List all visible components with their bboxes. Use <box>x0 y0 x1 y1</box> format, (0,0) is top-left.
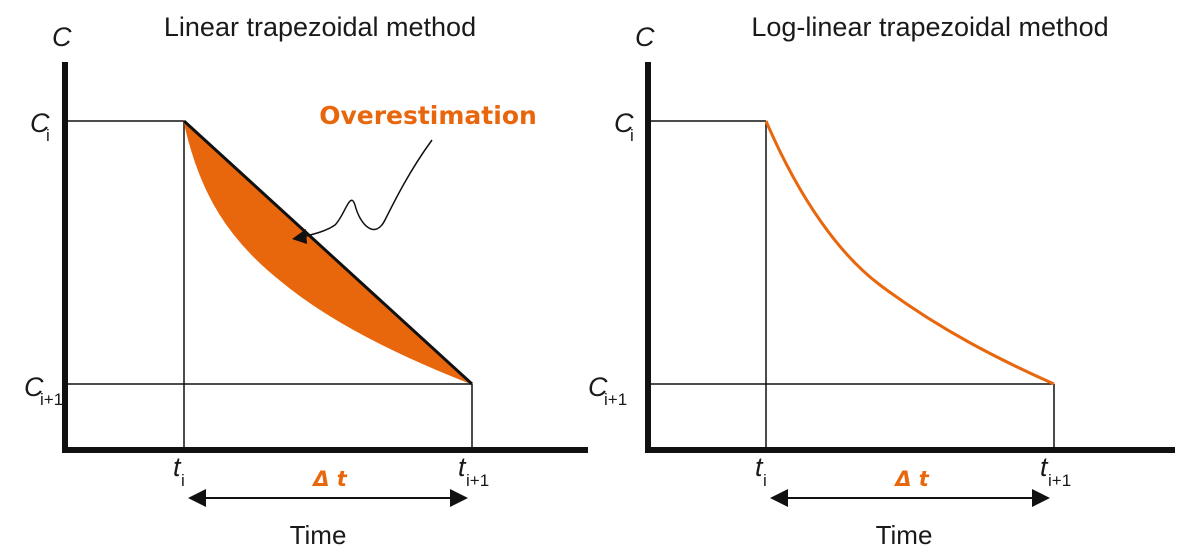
right-ci-subscript: i <box>630 126 634 145</box>
left-ci-subscript: i <box>46 126 50 145</box>
left-ti-subscript: i <box>181 471 185 490</box>
right-ti-subscript: i <box>763 471 767 490</box>
right-panel-title: Log-linear trapezoidal method <box>751 12 1108 42</box>
overestimation-pointer <box>298 140 432 238</box>
right-x-axis-label: Time <box>876 520 933 550</box>
right-ti1-subscript: i+1 <box>1048 471 1071 490</box>
left-x-axis-label: Time <box>290 520 347 550</box>
left-ci1-subscript: i+1 <box>40 390 63 409</box>
right-ci1-subscript: i+1 <box>604 390 627 409</box>
left-arrowhead-right <box>450 489 468 507</box>
right-panel: Log-linear trapezoidal method C C i C i+… <box>588 12 1175 550</box>
left-delta-t-label: Δ t <box>311 467 348 491</box>
left-panel-title: Linear trapezoidal method <box>164 12 476 42</box>
right-arrowhead-right <box>1032 489 1050 507</box>
left-ti1-subscript: i+1 <box>466 471 489 490</box>
left-panel: Linear trapezoidal method Overestimation… <box>24 12 588 550</box>
right-delta-t-label: Δ t <box>893 467 930 491</box>
right-arrowhead-left <box>770 489 788 507</box>
left-arrowhead-left <box>188 489 206 507</box>
overestimation-label: Overestimation <box>319 101 537 130</box>
linear-chord-line <box>184 121 472 384</box>
log-linear-curve <box>766 121 1054 384</box>
right-y-axis-label: C <box>635 22 655 52</box>
left-y-axis-label: C <box>52 22 72 52</box>
